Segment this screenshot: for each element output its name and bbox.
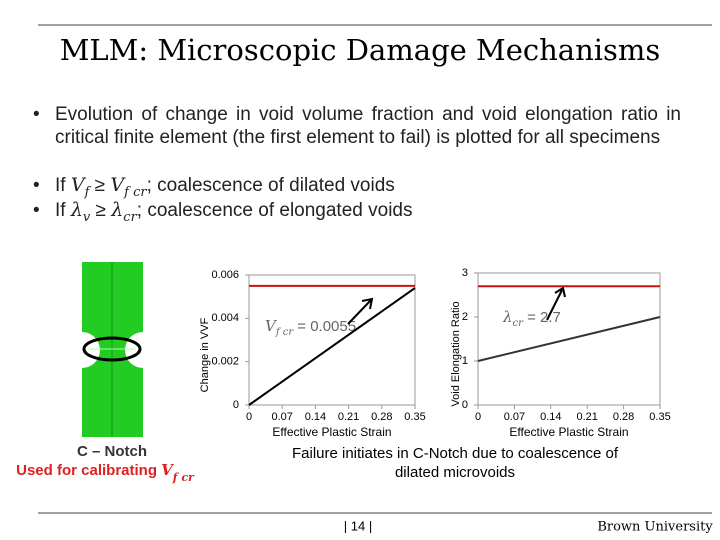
seg: ; coalescence of elongated voids (136, 200, 413, 221)
y-tick-label: 0 (462, 399, 468, 411)
caption-line: Failure initiates in C-Notch due to coal… (292, 445, 619, 462)
y-axis-label: Change in VVF (199, 317, 211, 392)
plot-frame (477, 272, 661, 406)
caption-text: Used for calibrating (16, 462, 161, 479)
specimen-label: C – Notch (77, 443, 147, 460)
page-number: | 14 | (344, 518, 372, 533)
seg: ≥ (89, 175, 111, 196)
y-tick-label: 2 (462, 311, 468, 323)
specimen-highlight (82, 336, 142, 362)
seg: λ (70, 199, 83, 221)
annotation-text: = 0.0055 (293, 318, 356, 335)
x-axis-label: Effective Plastic Strain (509, 425, 628, 439)
x-tick-label: 0.35 (404, 411, 425, 423)
x-tick-label: 0.28 (371, 411, 392, 423)
bullet: • Evolution of change in void volume frac… (33, 104, 681, 148)
plot-frame (248, 274, 416, 406)
series-line (248, 287, 416, 406)
series-line (477, 316, 661, 362)
x-tick-label: 0.21 (338, 411, 359, 423)
x-tick-label: 0.14 (305, 411, 326, 423)
y-tick-label: 0.006 (211, 269, 239, 281)
x-tick-label: 0 (475, 411, 481, 423)
seg: If (55, 200, 71, 221)
bullet-text: Evolution of change in void volume fract… (55, 104, 681, 148)
annotation-math: V (265, 317, 278, 335)
x-tick-label: 0 (246, 411, 252, 423)
x-tick-label: 0.28 (613, 411, 634, 423)
x-tick-label: 0.14 (540, 411, 561, 423)
y-tick-label: 0.004 (211, 312, 239, 324)
arrow-head (554, 286, 566, 298)
seg: V (70, 174, 85, 196)
seg: ≥ (90, 200, 112, 221)
arrow (546, 289, 563, 321)
specimen-caption: Used for calibrating Vf cr (16, 461, 195, 484)
x-tick-label: 0.21 (576, 411, 597, 423)
y-tick-label: 0.002 (211, 356, 239, 368)
x-tick-label: 0.07 (271, 411, 292, 423)
annotation-math: λ (502, 308, 513, 326)
arrow (347, 299, 372, 325)
caption-math: V (161, 461, 174, 479)
x-tick-label: 0.35 (649, 411, 670, 423)
seg: f cr (124, 184, 147, 200)
y-tick-label: 0 (233, 399, 239, 411)
x-axis-label: Effective Plastic Strain (272, 425, 391, 439)
y-axis-label: Void Elongation Ratio (450, 301, 462, 406)
seg: ; coalescence of dilated voids (146, 175, 395, 196)
annotation-sub: f cr (275, 327, 294, 338)
seg: cr (123, 209, 137, 225)
seg: V (110, 174, 125, 196)
seg: f (84, 184, 90, 200)
bullet: • If λv ≥ λcr; coalescence of elongated v… (33, 199, 413, 225)
arrow-head (361, 297, 374, 310)
arrows (347, 286, 566, 325)
bullet: • If Vf ≥ Vf cr; coalescence of dilated v… (33, 174, 395, 200)
seg: v (82, 209, 91, 225)
x-tick-label: 0.07 (504, 411, 525, 423)
y-tick-label: 1 (462, 355, 468, 367)
seg: λ (111, 199, 124, 221)
y-tick-label: 3 (462, 267, 468, 279)
caption-sub: f cr (172, 471, 195, 484)
annotation-sub: cr (513, 318, 525, 329)
org-name: Brown University (597, 520, 713, 535)
seg: If (55, 175, 71, 196)
slide-title: MLM: Microscopic Damage Mechanisms (60, 33, 661, 67)
annotation: Vf cr = 0.0055 (265, 317, 356, 338)
caption-line: dilated microvoids (395, 464, 515, 481)
annotation-text: = 2.7 (523, 309, 561, 326)
